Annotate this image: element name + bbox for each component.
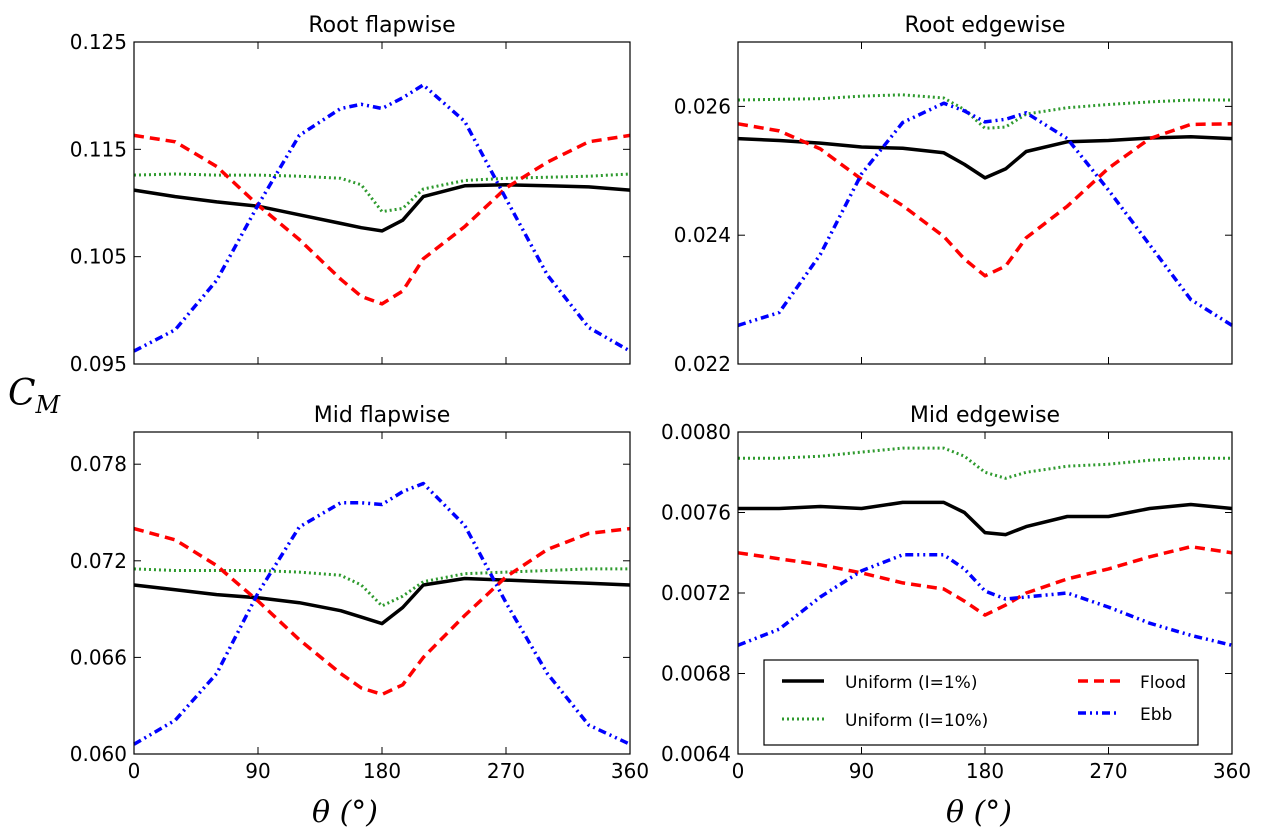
y-tick-label: 0.072 [70,549,127,573]
legend-label-uniform-1: Uniform (I=1%) [845,673,977,693]
y-tick-label: 0.060 [70,742,127,766]
y-tick-label: 0.022 [674,352,731,376]
y-tick-label: 0.115 [70,137,127,161]
series-line-uniform_1 [738,500,1233,537]
x-tick-label: 90 [245,759,270,783]
y-tick-label: 0.095 [70,352,127,376]
x-tick-label: 360 [1213,759,1251,783]
legend-label-ebb: Ebb [1140,705,1172,725]
y-tick-label: 0.026 [674,94,731,118]
xlabel-right: θ (°) [946,795,1012,830]
series-line-ebb [737,553,1233,648]
series-group [133,83,631,353]
x-tick-label: 360 [611,759,649,783]
series-group [737,446,1233,648]
series-line-ebb [133,83,631,353]
x-tick-label: 0 [128,759,141,783]
x-tick-label: 0 [732,759,745,783]
panel-title: Mid flapwise [314,403,450,428]
y-tick-label: 0.078 [70,452,127,476]
xlabel-left: θ (°) [312,795,378,830]
series-line-flood [133,526,631,697]
series-line-uniform_10 [738,446,1232,480]
series-line-uniform_10 [133,567,630,608]
series-line-uniform_1 [133,183,631,233]
series-line-ebb [737,101,1233,328]
series-line-uniform_10 [133,172,631,214]
axes-frame [133,41,631,365]
y-tick-label: 0.125 [70,30,127,54]
y-tick-label: 0.024 [674,223,731,247]
series-line-flood [737,544,1233,617]
chart-panel-1: Root edgewise 0.022 0.024 0.026 [674,13,1233,376]
y-tick-label: 0.0072 [661,581,731,605]
x-tick-label: 270 [487,759,525,783]
legend-label-uniform-10: Uniform (I=10%) [845,711,988,731]
series-line-flood [737,122,1233,278]
chart-panel-3: Mid edgewise 0 90 180 270 360 0.0064 0.0068 0.00… [661,403,1251,783]
y-tick-label: 0.0080 [661,420,731,444]
series-group [133,481,631,746]
y-tick-label: 0.066 [70,645,127,669]
y-tick-label: 0.0064 [661,742,731,766]
series-line-uniform_10 [737,93,1232,130]
series-line-flood [133,133,631,306]
series-group [737,93,1233,328]
y-tick-label: 0.0068 [661,662,731,686]
panel-title: Root flapwise [308,13,455,38]
legend: Uniform (I=1%) Uniform (I=10%) Flood Ebb [763,659,1199,746]
x-tick-label: 180 [966,759,1004,783]
y-tick-label: 0.105 [70,245,127,269]
series-line-uniform_1 [133,576,631,626]
x-tick-label: 270 [1089,759,1127,783]
panel-title: Mid edgewise [910,403,1060,428]
y-tick-label: 0.0076 [661,501,731,525]
chart-panel-2: Mid flapwise 0 90 180 270 360 0.060 0.066 0.072 0… [70,403,649,783]
shared-ylabel: CM [8,373,62,419]
legend-label-flood: Flood [1140,673,1186,693]
panels: Root flapwise 0.095 0.105 0.115 0.125 Root ed… [70,13,1251,783]
series-line-uniform_1 [737,134,1233,180]
x-tick-label: 180 [363,759,401,783]
legend-box [763,659,1199,746]
axes-frame [737,41,1233,365]
panel-title: Root edgewise [905,13,1066,38]
x-tick-label: 90 [849,759,874,783]
series-line-ebb [133,481,631,746]
chart-panel-0: Root flapwise 0.095 0.105 0.115 0.125 [70,13,631,376]
